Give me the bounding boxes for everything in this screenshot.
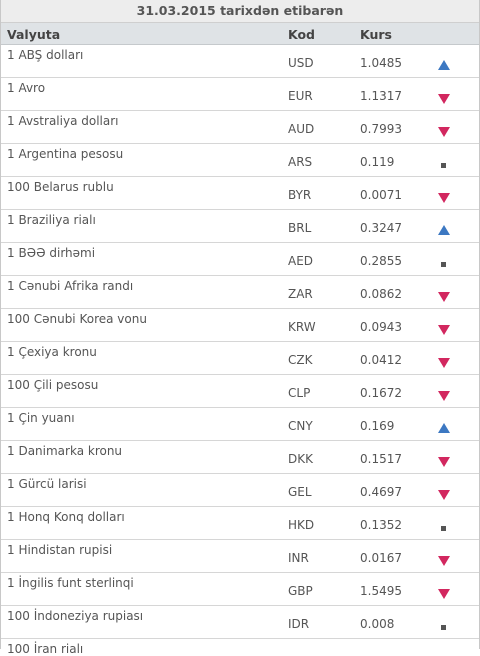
down-arrow-icon [437,356,451,368]
no-change-icon [437,257,451,269]
currency-code: ZAR [288,287,313,301]
exchange-rate: 0.169 [360,419,395,433]
table-row: 1 ABŞ dolları USD 1.0485 [1,45,479,78]
exchange-rate: 0.0943 [360,320,402,334]
table-row: 1 Honq Konq dolları HKD 0.1352 [1,507,479,540]
down-arrow-icon [437,488,451,500]
currency-name: 100 Belarus rublu [7,180,114,194]
currency-name: 1 Çin yuanı [7,411,75,425]
table-row: 1 Gürcü larisi GEL 0.4697 [1,474,479,507]
table-row: 100 Belarus rublu BYR 0.0071 [1,177,479,210]
currency-code: EUR [288,89,313,103]
exchange-rate: 0.0167 [360,551,402,565]
exchange-rate: 0.119 [360,155,395,169]
currency-code: BYR [288,188,312,202]
currency-name: 1 Danimarka kronu [7,444,123,458]
table-row: 1 İngilis funt sterlinqi GBP 1.5495 [1,573,479,606]
currency-code: IDR [288,617,310,631]
exchange-rate: 0.4697 [360,485,402,499]
table-row: 100 Çili pesosu CLP 0.1672 [1,375,479,408]
currency-name: 1 Avstraliya dolları [7,114,119,128]
currency-code: CNY [288,419,313,433]
currency-name: 1 Hindistan rupisi [7,543,113,557]
table-row: 1 Çexiya kronu CZK 0.0412 [1,342,479,375]
currency-code: BRL [288,221,312,235]
down-arrow-icon [437,323,451,335]
exchange-rate: 0.7993 [360,122,402,136]
table-row: 1 BƏƏ dirhəmi AED 0.2855 [1,243,479,276]
currency-name: 1 Honq Konq dolları [7,510,125,524]
currency-code: ARS [288,155,313,169]
down-arrow-icon [437,389,451,401]
currency-name: 100 Çili pesosu [7,378,99,392]
currency-code: INR [288,551,309,565]
currency-name: 1 ABŞ dolları [7,48,84,62]
table-row: 1 Hindistan rupisi INR 0.0167 [1,540,479,573]
down-arrow-icon [437,587,451,599]
currency-code: USD [288,56,314,70]
table-row: 1 Cənubi Afrika randı ZAR 0.0862 [1,276,479,309]
currency-name: 1 Argentina pesosu [7,147,124,161]
exchange-rate: 0.0412 [360,353,402,367]
table-row: 1 Avstraliya dolları AUD 0.7993 [1,111,479,144]
table-row-partial: 100 İran rialı [1,639,479,656]
exchange-rate: 0.0071 [360,188,402,202]
exchange-rate: 1.1317 [360,89,402,103]
exchange-rate: 1.0485 [360,56,402,70]
exchange-rate: 1.5495 [360,584,402,598]
column-header-code: Kod [288,27,316,42]
up-arrow-icon [437,59,451,71]
currency-code: AED [288,254,314,268]
up-arrow-icon [437,422,451,434]
table-row: 100 İndoneziya rupiası IDR 0.008 [1,606,479,639]
exchange-rate: 0.1672 [360,386,402,400]
no-change-icon [437,620,451,632]
currency-name: 1 Braziliya rialı [7,213,96,227]
table-row: 100 Cənubi Korea vonu KRW 0.0943 [1,309,479,342]
down-arrow-icon [437,290,451,302]
table-row: 1 Braziliya rialı BRL 0.3247 [1,210,479,243]
currency-code: AUD [288,122,315,136]
down-arrow-icon [437,92,451,104]
table-body: 1 ABŞ dolları USD 1.0485 1 Avro EUR 1.1317 1 A… [1,45,479,639]
currency-name: 100 Cənubi Korea vonu [7,312,147,326]
down-arrow-icon [437,554,451,566]
table-header: Valyuta Kod Kurs [1,23,479,45]
exchange-rate: 0.2855 [360,254,402,268]
currency-name: 100 İndoneziya rupiası [7,609,144,623]
column-header-rate: Kurs [360,27,392,42]
table-row: 1 Çin yuanı CNY 0.169 [1,408,479,441]
currency-name: 1 Cənubi Afrika randı [7,279,134,293]
currency-name: 1 Avro [7,81,46,95]
currency-name: 1 İngilis funt sterlinqi [7,576,134,590]
exchange-rate: 0.008 [360,617,395,631]
table-title: 31.03.2015 tarixdən etibarən [1,0,479,23]
no-change-icon [437,521,451,533]
down-arrow-icon [437,455,451,467]
up-arrow-icon [437,224,451,236]
exchange-rate: 0.3247 [360,221,402,235]
table-row: 1 Argentina pesosu ARS 0.119 [1,144,479,177]
down-arrow-icon [437,191,451,203]
table-row: 1 Danimarka kronu DKK 0.1517 [1,441,479,474]
currency-code: HKD [288,518,315,532]
exchange-rate: 0.0862 [360,287,402,301]
currency-code: GBP [288,584,313,598]
exchange-rate: 0.1352 [360,518,402,532]
currency-code: KRW [288,320,316,334]
currency-code: DKK [288,452,313,466]
table-row: 1 Avro EUR 1.1317 [1,78,479,111]
currency-code: CZK [288,353,313,367]
currency-code: CLP [288,386,311,400]
currency-name: 1 BƏƏ dirhəmi [7,246,96,260]
down-arrow-icon [437,125,451,137]
currency-code: GEL [288,485,312,499]
currency-name: 1 Çexiya kronu [7,345,97,359]
column-header-currency: Valyuta [7,27,61,42]
exchange-rate: 0.1517 [360,452,402,466]
currency-name: 1 Gürcü larisi [7,477,87,491]
no-change-icon [437,158,451,170]
currency-name: 100 İran rialı [7,642,84,656]
